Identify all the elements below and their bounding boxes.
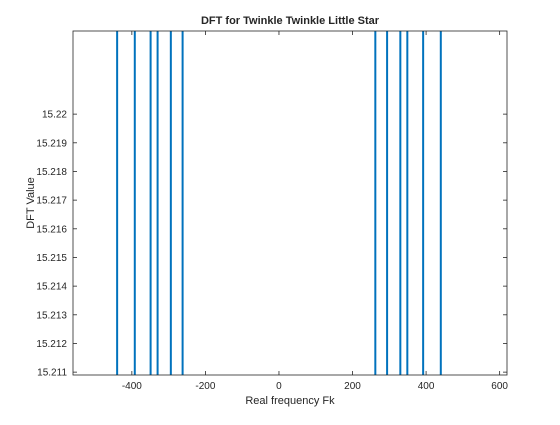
x-tick-label-4: 400 bbox=[418, 381, 435, 392]
y-tick-label-1: 15.212 bbox=[36, 339, 67, 350]
y-tick-label-0: 15.211 bbox=[37, 368, 67, 379]
x-tick-label-0: -400 bbox=[122, 381, 142, 392]
y-tick-label-4: 15.215 bbox=[36, 253, 67, 264]
plot-area bbox=[73, 31, 507, 375]
axes-box bbox=[72, 30, 508, 376]
y-ticks-layer: 15.211 15.212 15.213 15.214 15.215 15.216 15.2… bbox=[36, 110, 507, 379]
y-tick-label-5: 15.216 bbox=[36, 224, 67, 235]
chart-title: DFT for Twinkle Twinkle Little Star bbox=[201, 15, 380, 27]
y-tick-label-8: 15.219 bbox=[36, 138, 67, 149]
y-tick-label-2: 15.213 bbox=[36, 310, 67, 321]
x-tick-label-2: 0 bbox=[276, 381, 282, 392]
y-tick-label-6: 15.217 bbox=[36, 196, 67, 207]
x-tick-label-3: 200 bbox=[344, 381, 361, 392]
stems-layer bbox=[116, 31, 442, 375]
x-axis-label: Real frequency Fk bbox=[245, 395, 335, 407]
y-tick-label-3: 15.214 bbox=[36, 282, 67, 293]
x-tick-label-1: -200 bbox=[195, 381, 215, 392]
x-ticks-layer: -400 -200 0 200 400 600 bbox=[122, 31, 508, 392]
x-tick-label-5: 600 bbox=[491, 381, 508, 392]
y-tick-label-7: 15.218 bbox=[36, 167, 67, 178]
y-axis-label: DFT Value bbox=[25, 177, 37, 229]
y-tick-label-9: 15.22 bbox=[42, 110, 67, 121]
